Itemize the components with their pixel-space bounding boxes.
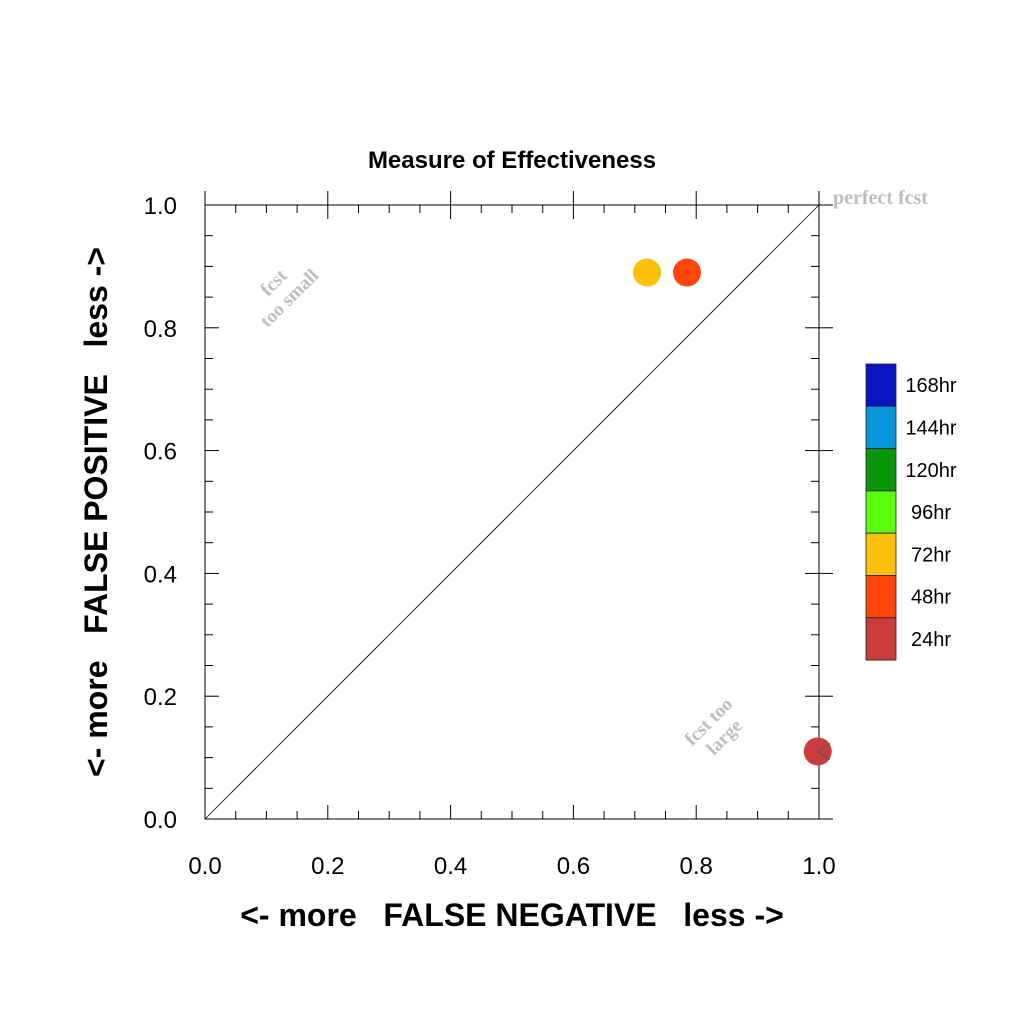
x-tick-label: 0.0	[188, 853, 221, 880]
x-tick-label: 0.2	[311, 853, 344, 880]
legend-label-48hr: 48hr	[911, 587, 951, 609]
legend: 168hr 144hr 120hr 96hr 72hr 48hr 24hr	[865, 363, 957, 661]
legend-swatch-96hr	[865, 490, 897, 534]
y-tick-label: 0.2	[144, 684, 177, 711]
x-tick-label: 1.0	[802, 853, 835, 880]
chart-title: Measure of Effectiveness	[368, 147, 656, 174]
x-tick-label: 0.6	[557, 853, 590, 880]
legend-label-96hr: 96hr	[911, 502, 951, 524]
legend-swatch-72hr	[865, 532, 897, 576]
data-point-72hr	[633, 258, 662, 287]
x-axis-tick-labels: 0.0 0.2 0.4 0.6 0.8 1.0	[188, 853, 835, 880]
axis-ticks	[204, 191, 833, 820]
y-axis-label: <- more FALSE POSITIVE less ->	[78, 247, 114, 777]
perfect-forecast-annotation: perfect fcst	[833, 187, 928, 209]
legend-label-120hr: 120hr	[905, 460, 956, 482]
legend-swatch-144hr	[865, 405, 897, 449]
y-tick-label: 0.0	[144, 807, 177, 834]
legend-swatch-168hr	[865, 363, 897, 407]
y-tick-label: 1.0	[144, 193, 177, 220]
data-points	[633, 258, 832, 766]
x-tick-label: 0.4	[434, 853, 467, 880]
legend-label-168hr: 168hr	[905, 375, 956, 397]
x-tick-label: 0.8	[680, 853, 713, 880]
y-tick-label: 0.6	[144, 439, 177, 466]
y-tick-label: 0.8	[144, 316, 177, 343]
legend-swatch-120hr	[865, 448, 897, 492]
legend-label-72hr: 72hr	[911, 544, 951, 566]
legend-label-144hr: 144hr	[905, 417, 956, 439]
diagonal-reference-line	[204, 204, 820, 820]
x-axis-label: <- more FALSE NEGATIVE less ->	[240, 897, 784, 933]
legend-swatch-48hr	[865, 575, 897, 619]
legend-swatch-24hr	[865, 617, 897, 661]
data-point-48hr	[672, 258, 701, 287]
y-tick-label: 0.4	[144, 561, 177, 588]
offscale-arrow-marker	[816, 743, 831, 760]
y-axis-tick-labels: 0.0 0.2 0.4 0.6 0.8 1.0	[144, 193, 177, 834]
legend-label-24hr: 24hr	[911, 629, 951, 651]
